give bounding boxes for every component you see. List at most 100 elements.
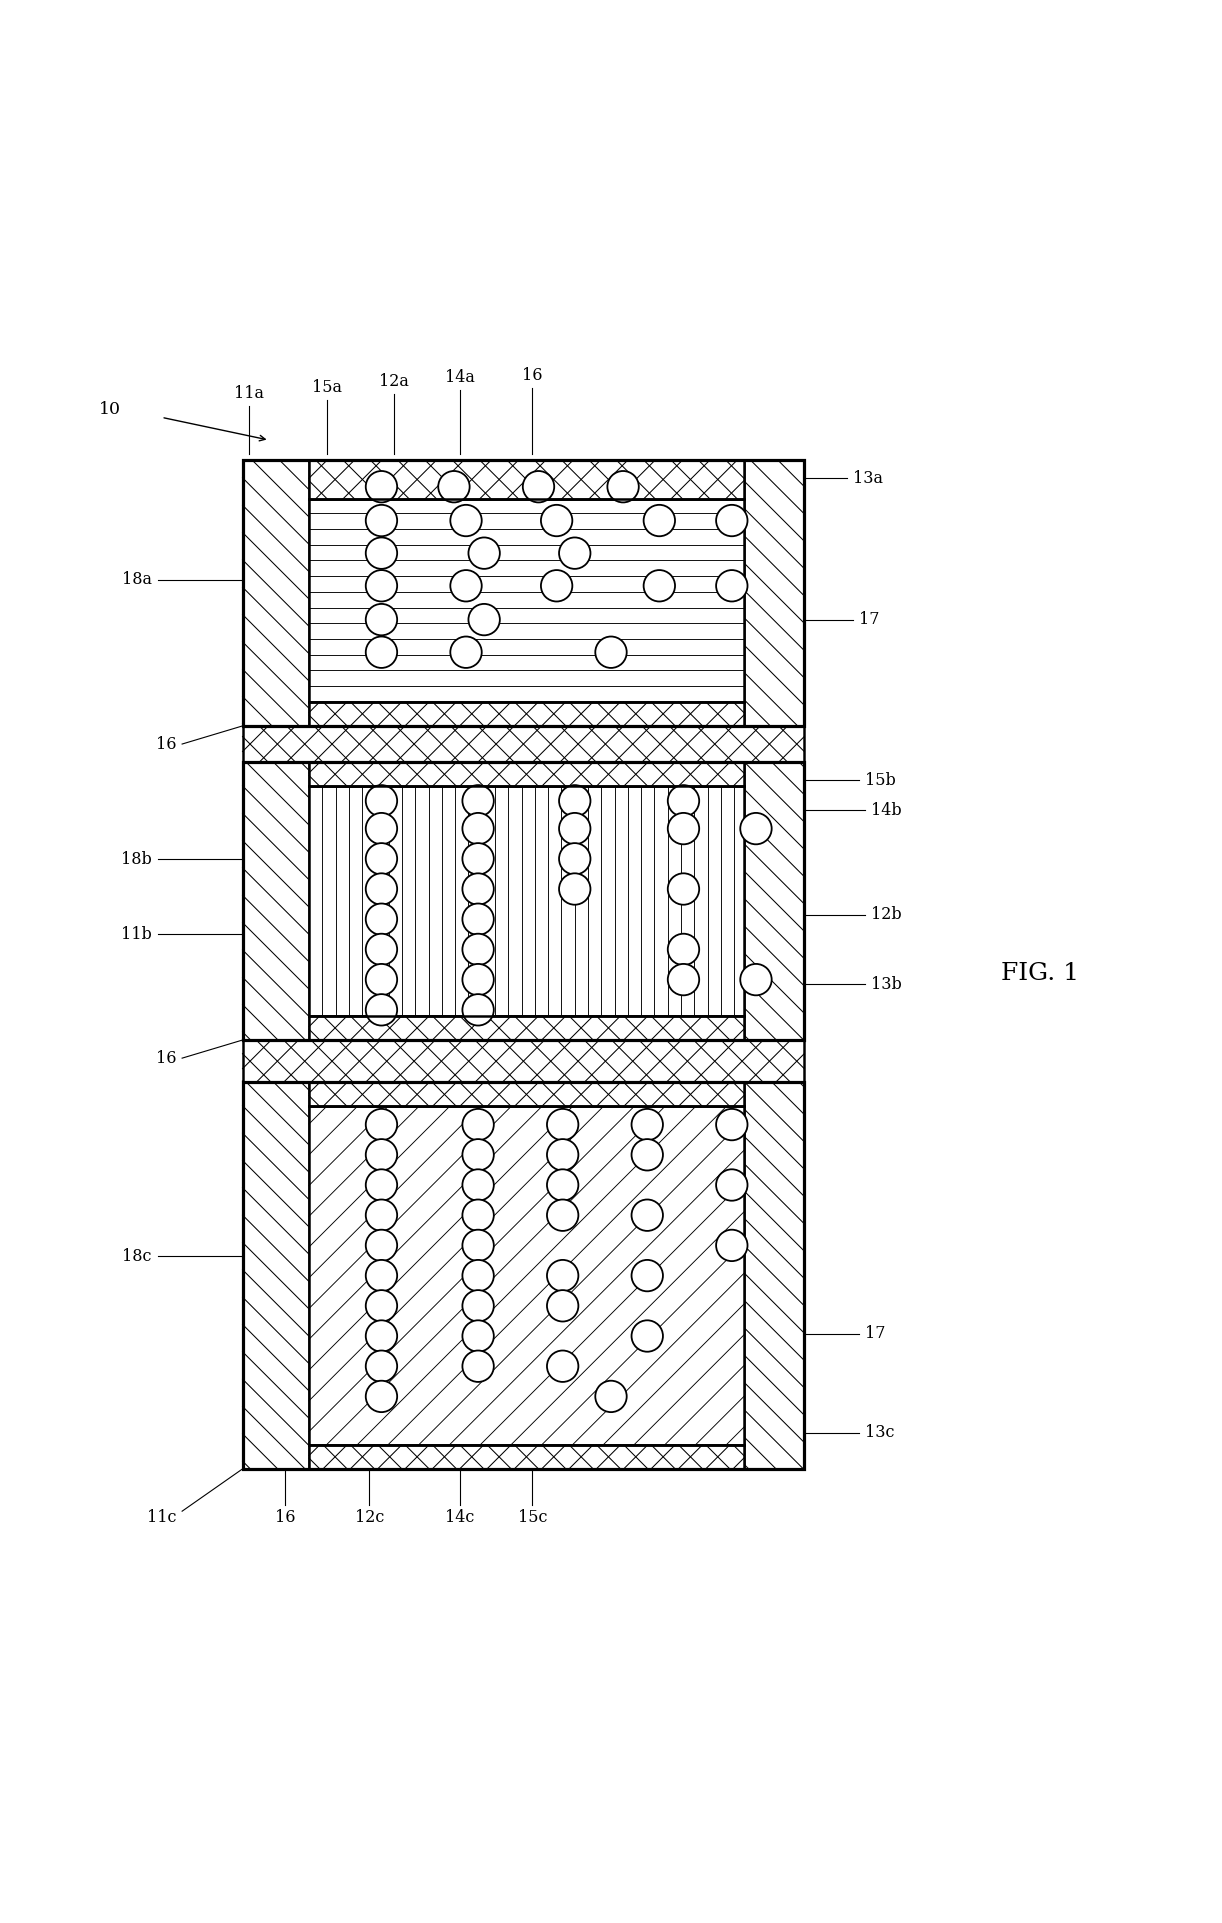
Circle shape bbox=[365, 1110, 397, 1140]
Circle shape bbox=[716, 506, 748, 537]
Circle shape bbox=[462, 994, 494, 1025]
Circle shape bbox=[716, 1229, 748, 1261]
Circle shape bbox=[667, 813, 699, 844]
Circle shape bbox=[595, 637, 627, 667]
Circle shape bbox=[462, 1260, 494, 1292]
Bar bbox=[309, 1444, 744, 1469]
Bar bbox=[309, 498, 744, 702]
Text: 16: 16 bbox=[155, 1050, 176, 1067]
Circle shape bbox=[462, 1138, 494, 1171]
Circle shape bbox=[547, 1290, 578, 1321]
Circle shape bbox=[667, 963, 699, 996]
Bar bbox=[309, 787, 744, 1015]
Text: 17: 17 bbox=[865, 1325, 885, 1342]
Circle shape bbox=[607, 471, 639, 502]
Text: 11c: 11c bbox=[147, 1510, 176, 1525]
Text: 13c: 13c bbox=[865, 1425, 895, 1440]
Bar bbox=[242, 460, 309, 725]
Circle shape bbox=[462, 813, 494, 844]
Text: 15b: 15b bbox=[865, 771, 896, 788]
Circle shape bbox=[462, 1200, 494, 1231]
Circle shape bbox=[439, 471, 469, 502]
Circle shape bbox=[523, 471, 555, 502]
Text: 18a: 18a bbox=[122, 571, 152, 588]
Circle shape bbox=[365, 1169, 397, 1200]
Circle shape bbox=[451, 637, 481, 667]
Circle shape bbox=[644, 569, 675, 602]
Text: 15c: 15c bbox=[518, 1510, 547, 1525]
Circle shape bbox=[632, 1260, 664, 1292]
Text: 16: 16 bbox=[155, 735, 176, 752]
Circle shape bbox=[365, 1321, 397, 1352]
Text: 16: 16 bbox=[522, 367, 543, 385]
Bar bbox=[242, 762, 309, 1040]
Bar bbox=[309, 1106, 744, 1444]
Circle shape bbox=[741, 813, 771, 844]
Text: 11b: 11b bbox=[121, 927, 152, 942]
Circle shape bbox=[365, 842, 397, 875]
Circle shape bbox=[632, 1321, 664, 1352]
Circle shape bbox=[632, 1138, 664, 1171]
Circle shape bbox=[365, 963, 397, 996]
Text: 10: 10 bbox=[99, 400, 121, 417]
Circle shape bbox=[558, 842, 590, 875]
Circle shape bbox=[451, 506, 481, 537]
Circle shape bbox=[468, 537, 500, 569]
Circle shape bbox=[462, 842, 494, 875]
Circle shape bbox=[632, 1110, 664, 1140]
Circle shape bbox=[462, 1290, 494, 1321]
Circle shape bbox=[558, 813, 590, 844]
Circle shape bbox=[644, 506, 675, 537]
Circle shape bbox=[716, 569, 748, 602]
Circle shape bbox=[365, 604, 397, 635]
Text: 17: 17 bbox=[859, 612, 879, 629]
Circle shape bbox=[558, 785, 590, 817]
Text: 14b: 14b bbox=[871, 802, 902, 819]
Text: 12c: 12c bbox=[354, 1510, 384, 1525]
Circle shape bbox=[547, 1350, 578, 1383]
Circle shape bbox=[365, 1200, 397, 1231]
Bar bbox=[242, 1040, 804, 1083]
Circle shape bbox=[667, 785, 699, 817]
Circle shape bbox=[547, 1138, 578, 1171]
Text: 13b: 13b bbox=[871, 977, 902, 992]
Bar bbox=[744, 762, 804, 1040]
Circle shape bbox=[468, 604, 500, 635]
Circle shape bbox=[462, 1169, 494, 1200]
Circle shape bbox=[667, 873, 699, 904]
Circle shape bbox=[365, 935, 397, 965]
Circle shape bbox=[365, 785, 397, 817]
Circle shape bbox=[716, 1110, 748, 1140]
Text: 13a: 13a bbox=[853, 469, 882, 487]
Bar bbox=[309, 762, 744, 787]
Circle shape bbox=[667, 935, 699, 965]
Text: 14a: 14a bbox=[445, 369, 475, 387]
Circle shape bbox=[741, 963, 771, 996]
Circle shape bbox=[558, 873, 590, 904]
Circle shape bbox=[365, 537, 397, 569]
Text: 12b: 12b bbox=[871, 906, 902, 923]
Circle shape bbox=[558, 537, 590, 569]
Circle shape bbox=[462, 873, 494, 904]
Bar bbox=[744, 460, 804, 725]
Circle shape bbox=[365, 1381, 397, 1411]
Text: 18b: 18b bbox=[121, 850, 152, 867]
Circle shape bbox=[547, 1200, 578, 1231]
Circle shape bbox=[462, 963, 494, 996]
Circle shape bbox=[365, 1229, 397, 1261]
Circle shape bbox=[365, 1350, 397, 1383]
Bar bbox=[309, 702, 744, 725]
Circle shape bbox=[451, 569, 481, 602]
Circle shape bbox=[462, 785, 494, 817]
Text: 11a: 11a bbox=[233, 385, 264, 402]
Bar bbox=[309, 1015, 744, 1040]
Circle shape bbox=[365, 1138, 397, 1171]
Circle shape bbox=[365, 873, 397, 904]
Bar bbox=[242, 1083, 309, 1469]
Circle shape bbox=[365, 471, 397, 502]
Circle shape bbox=[365, 506, 397, 537]
Bar bbox=[242, 725, 804, 762]
Circle shape bbox=[547, 1169, 578, 1200]
Circle shape bbox=[547, 1260, 578, 1292]
Circle shape bbox=[541, 506, 572, 537]
